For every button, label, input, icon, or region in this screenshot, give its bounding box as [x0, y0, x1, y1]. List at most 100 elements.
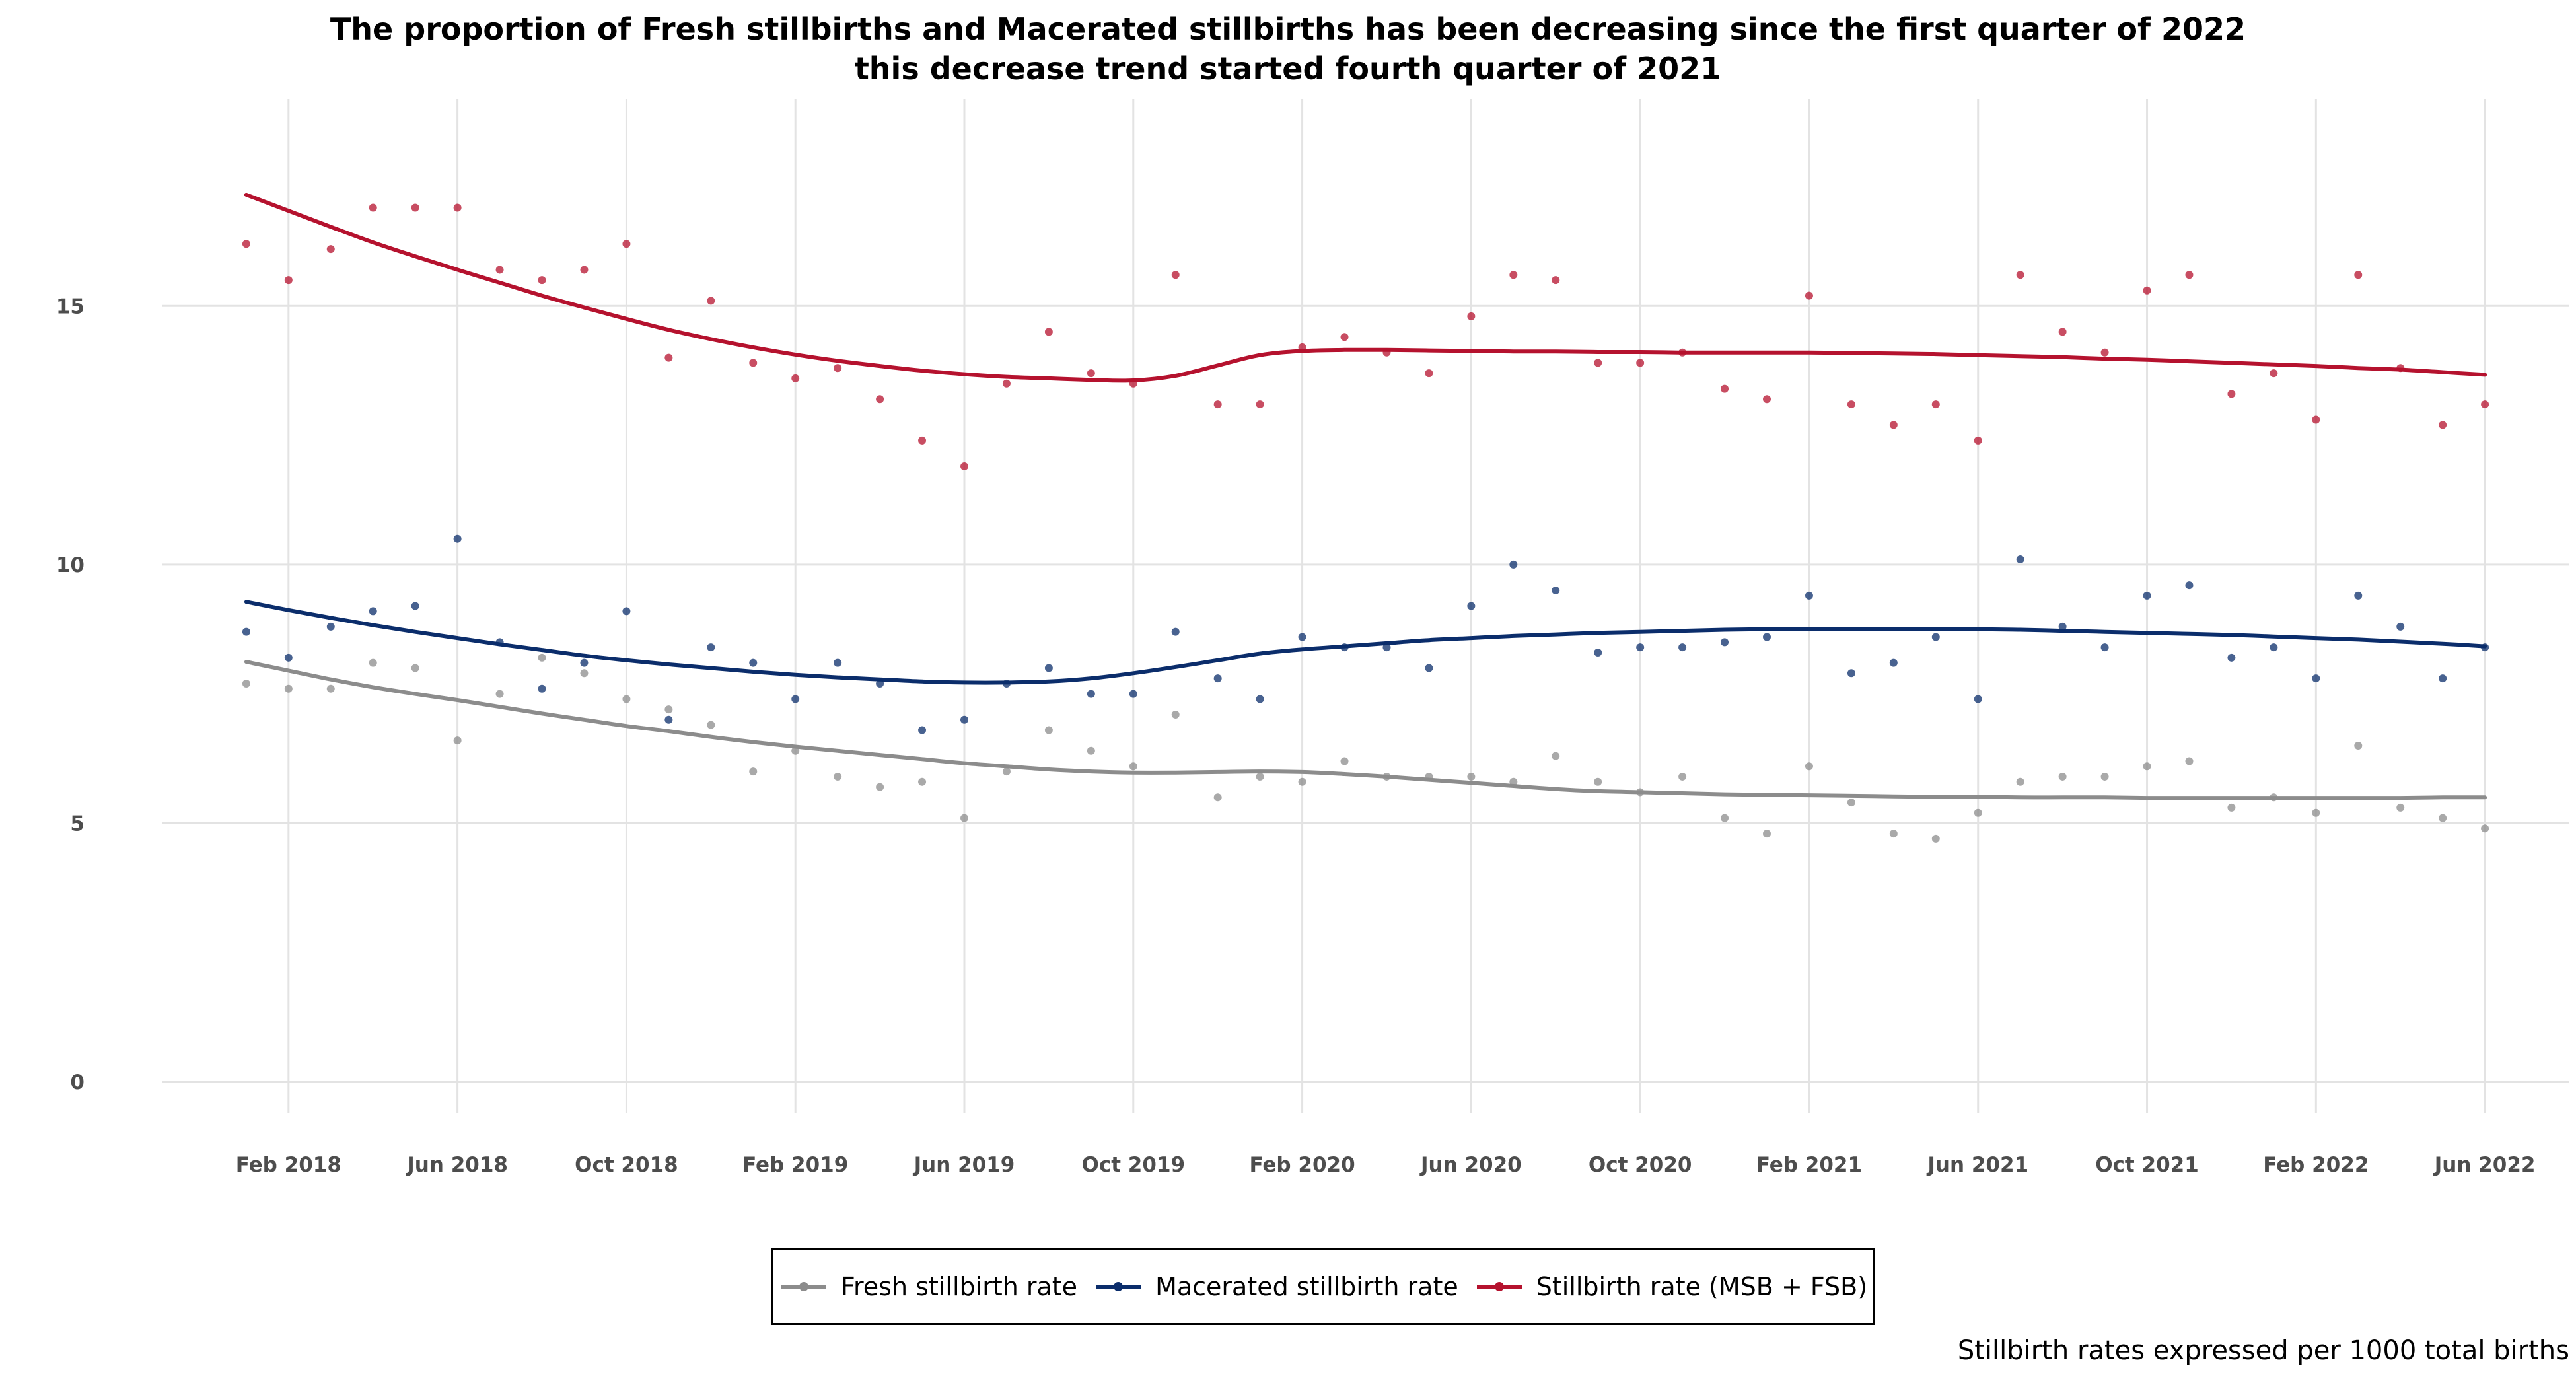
- y-axis-tick-labels: 0 5 10 15: [56, 295, 85, 1094]
- stillbirth-rate-msb-fsb-point: [749, 359, 758, 367]
- fresh-stillbirth-rate-point: [1974, 808, 1982, 817]
- fresh-stillbirth-rate-point: [707, 721, 715, 729]
- macerated-stillbirth-rate-point: [326, 622, 335, 631]
- macerated-stillbirth-rate-point: [284, 653, 293, 662]
- macerated-stillbirth-rate-point: [1087, 690, 1095, 698]
- legend-label: Stillbirth rate (MSB + FSB): [1536, 1272, 1868, 1301]
- stillbirth-rate-msb-fsb-point: [1425, 369, 1433, 378]
- macerated-stillbirth-rate-point: [1171, 627, 1180, 636]
- stillbirth-rate-msb-fsb-point: [369, 203, 377, 212]
- stillbirth-rate-msb-fsb-point: [580, 266, 589, 274]
- x-tick-label: Feb 2019: [742, 1153, 848, 1177]
- stillbirth-rate-msb-fsb-point: [1805, 291, 1813, 300]
- stillbirth-rate-msb-fsb-point: [1678, 348, 1687, 357]
- chart-title-line-2: this decrease trend started fourth quart…: [854, 51, 1722, 87]
- chart-title: The proportion of Fresh stillbirths and …: [0, 9, 2576, 89]
- y-tick-label: 15: [56, 295, 85, 318]
- x-tick-label: Jun 2019: [913, 1153, 1015, 1177]
- macerated-stillbirth-rate-point: [1340, 643, 1349, 652]
- stillbirth-rate-msb-fsb-point: [664, 353, 673, 362]
- stillbirth-rate-msb-fsb-point: [1340, 333, 1349, 341]
- chart-caption: Stillbirth rates expressed per 1000 tota…: [1957, 1335, 2569, 1366]
- stillbirth-rate-msb-fsb-point: [1467, 312, 1476, 320]
- macerated-stillbirth-rate-point: [749, 658, 758, 667]
- stillbirth-rate-msb-fsb-point: [538, 276, 546, 285]
- fresh-stillbirth-rate-point: [1044, 726, 1053, 734]
- stillbirth-rate-msb-fsb-point: [1931, 400, 1940, 409]
- macerated-stillbirth-rate-point: [1425, 664, 1433, 672]
- stillbirth-rate-msb-fsb-point: [791, 374, 800, 382]
- stillbirth-rate-msb-fsb-point: [960, 462, 968, 471]
- stillbirth-rate-msb-fsb-point: [2143, 286, 2151, 295]
- stillbirth-rate-msb-fsb-point: [1044, 328, 1053, 336]
- fresh-stillbirth-rate-point: [1678, 772, 1687, 781]
- stillbirth-rate-msb-fsb-point: [1889, 421, 1898, 429]
- macerated-stillbirth-rate-point: [580, 658, 589, 667]
- macerated-stillbirth-rate-point: [1805, 591, 1813, 600]
- stillbirth-rate-msb-fsb-point: [2058, 328, 2067, 336]
- fresh-stillbirth-rate-point: [1129, 762, 1137, 771]
- stillbirth-rate-msb-fsb-point: [284, 276, 293, 285]
- macerated-stillbirth-rate-point: [1509, 560, 1518, 569]
- macerated-stillbirth-rate-point: [411, 602, 419, 610]
- macerated-stillbirth-rate-point: [369, 607, 377, 616]
- macerated-stillbirth-rate-point: [2439, 674, 2447, 683]
- fresh-stillbirth-rate-point: [1636, 788, 1645, 797]
- x-tick-label: Oct 2018: [575, 1153, 678, 1177]
- stillbirth-rate-msb-fsb-point: [2439, 421, 2447, 429]
- stillbirth-rate-msb-fsb-point: [834, 364, 842, 373]
- x-tick-label: Oct 2021: [2095, 1153, 2199, 1177]
- data-points: [242, 203, 2489, 843]
- macerated-stillbirth-rate-point: [2227, 653, 2236, 662]
- stillbirth-rate-msb-fsb-point: [2481, 400, 2489, 409]
- stillbirth-rate-msb-fsb-point: [326, 245, 335, 254]
- macerated-stillbirth-rate-point: [1467, 602, 1476, 610]
- fresh-stillbirth-rate-point: [1552, 752, 1560, 760]
- macerated-stillbirth-rate-point: [876, 679, 884, 688]
- fresh-stillbirth-rate-point: [2312, 808, 2320, 817]
- fresh-stillbirth-rate-point: [664, 705, 673, 714]
- fresh-stillbirth-rate-point: [1340, 757, 1349, 765]
- fresh-stillbirth-rate-point: [1298, 777, 1306, 786]
- stillbirth-rate-msb-fsb-point: [1721, 384, 1729, 393]
- x-tick-label: Oct 2019: [1081, 1153, 1185, 1177]
- legend-key-macerated-stillbirth-rate: [1096, 1282, 1141, 1291]
- legend-item-stillbirth-rate-msb-fsb: Stillbirth rate (MSB + FSB): [1474, 1272, 1867, 1301]
- fresh-stillbirth-rate-point: [1763, 830, 1771, 838]
- fresh-stillbirth-rate-point: [1931, 834, 1940, 843]
- macerated-stillbirth-rate-point: [791, 695, 800, 703]
- stillbirth-rate-msb-fsb-point: [1636, 359, 1645, 367]
- x-tick-label: Jun 2022: [2433, 1153, 2536, 1177]
- macerated-stillbirth-rate-point: [2100, 643, 2109, 652]
- macerated-stillbirth-rate-point: [2016, 555, 2024, 564]
- macerated-stillbirth-rate-point: [1594, 648, 1602, 657]
- legend: Fresh stillbirth rate Macerated stillbirt…: [771, 1248, 1875, 1325]
- stillbirth-rate-msb-fsb-point: [918, 436, 927, 445]
- stillbirth-rate-msb-fsb-point: [1129, 379, 1137, 388]
- fresh-stillbirth-rate-point: [538, 653, 546, 662]
- stillbirth-rate-msb-fsb-point: [1382, 348, 1391, 357]
- macerated-stillbirth-rate-point: [1044, 664, 1053, 672]
- fresh-stillbirth-rate-trend-line: [244, 660, 2487, 800]
- x-tick-label: Feb 2018: [236, 1153, 341, 1177]
- stillbirth-rate-msb-fsb-point: [2396, 364, 2405, 373]
- legend-item-fresh-stillbirth-rate: Fresh stillbirth rate: [779, 1272, 1077, 1301]
- grid-lines: [162, 99, 2569, 1113]
- fresh-stillbirth-rate-point: [580, 669, 589, 678]
- macerated-stillbirth-rate-point: [2185, 581, 2194, 590]
- fresh-stillbirth-rate-point: [2481, 824, 2489, 833]
- x-tick-label: Feb 2022: [2263, 1153, 2369, 1177]
- stillbirth-rate-msb-fsb-point: [2312, 415, 2320, 424]
- fresh-stillbirth-rate-point: [495, 690, 504, 698]
- stillbirth-rate-msb-fsb-point: [1256, 400, 1264, 409]
- stillbirth-rate-msb-fsb-point: [2354, 271, 2363, 279]
- stillbirth-rate-msb-fsb-point: [1171, 271, 1180, 279]
- fresh-stillbirth-rate-point: [1213, 793, 1222, 802]
- legend-item-macerated-stillbirth-rate: Macerated stillbirth rate: [1093, 1272, 1458, 1301]
- fresh-stillbirth-rate-point: [2396, 803, 2405, 812]
- stillbirth-rate-msb-fsb-point: [1087, 369, 1095, 378]
- fresh-stillbirth-rate-point: [791, 746, 800, 755]
- stillbirth-rate-msb-fsb-point: [1213, 400, 1222, 409]
- fresh-stillbirth-rate-point: [1002, 767, 1011, 776]
- macerated-stillbirth-rate-point: [834, 658, 842, 667]
